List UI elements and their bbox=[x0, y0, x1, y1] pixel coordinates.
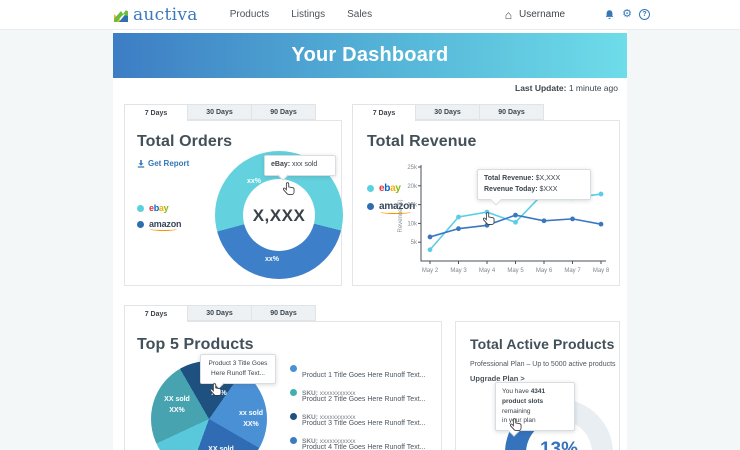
product-sku: SKU: xxxxxxxxxxx bbox=[302, 414, 356, 421]
hand-cursor bbox=[483, 212, 495, 225]
amazon-legend-label: amazon bbox=[379, 201, 416, 214]
revenue-legend-ebay[interactable]: ebay bbox=[367, 183, 401, 194]
orders-tab-7days[interactable]: 7 Days bbox=[124, 104, 188, 121]
products-tab-7days[interactable]: 7 Days bbox=[124, 305, 188, 322]
revenue-tab-bar: 7 Days 30 Days 90 Days bbox=[352, 104, 544, 121]
auctiva-logo[interactable]: auctiva bbox=[113, 5, 198, 25]
orders-center-value: X,XXX bbox=[252, 206, 306, 225]
svg-text:May 2: May 2 bbox=[422, 268, 439, 274]
ebay-legend-dot bbox=[137, 204, 144, 212]
pie-teal-label: XX sold XX% bbox=[164, 396, 190, 414]
product-sku: SKU: xxxxxxxxxxx bbox=[302, 438, 356, 445]
products-tooltip: Product 3 Title Goes Here Runoff Text... bbox=[200, 354, 276, 384]
product-legend-item-1[interactable]: Product 1 Title Goes Here Runoff Text...… bbox=[290, 364, 435, 400]
hand-cursor bbox=[210, 383, 222, 396]
top-nav-bar: auctiva Products Listings Sales ⌂ Userna… bbox=[0, 0, 740, 30]
hand-cursor bbox=[510, 418, 522, 431]
amazon-legend-dot bbox=[137, 220, 144, 228]
get-report-label: Get Report bbox=[148, 159, 190, 168]
revenue-title: Total Revenue bbox=[367, 133, 477, 150]
svg-text:25k: 25k bbox=[407, 165, 418, 171]
orders-legend-ebay[interactable]: ebay bbox=[137, 203, 169, 213]
legend-dot bbox=[290, 365, 297, 372]
orders-tab-bar: 7 Days 30 Days 90 Days bbox=[124, 104, 316, 121]
legend-dot bbox=[290, 437, 297, 444]
main-nav: Products Listings Sales bbox=[230, 9, 372, 20]
nav-item-listings[interactable]: Listings bbox=[291, 9, 326, 20]
svg-text:May 7: May 7 bbox=[564, 268, 581, 274]
top-products-panel: Top 5 Products XX sold XX% XX sold XX% xx … bbox=[124, 321, 442, 450]
product-legend-item-4[interactable]: Product 4 Title Goes Here Runoff Text...… bbox=[290, 436, 435, 450]
last-update-label: Last Update: bbox=[515, 83, 567, 93]
home-icon[interactable]: ⌂ bbox=[504, 7, 512, 22]
orders-tab-30days[interactable]: 30 Days bbox=[188, 104, 252, 120]
amazon-legend-dot bbox=[367, 203, 374, 210]
svg-text:May 6: May 6 bbox=[536, 268, 553, 274]
username-menu[interactable]: Username bbox=[518, 9, 566, 20]
products-tab-30days[interactable]: 30 Days bbox=[188, 305, 252, 321]
last-update: Last Update: 1 minute ago bbox=[113, 83, 618, 93]
svg-text:May 4: May 4 bbox=[479, 268, 496, 274]
revenue-legend-amazon[interactable]: amazon bbox=[367, 201, 416, 214]
pie-blue-label: xx sold XX% bbox=[238, 410, 264, 428]
svg-text:May 5: May 5 bbox=[507, 268, 524, 274]
product-legend-item-2[interactable]: Product 2 Title Goes Here Runoff Text...… bbox=[290, 388, 435, 424]
orders-ebay-segment-label: xx% bbox=[246, 178, 261, 185]
ebay-legend-label: ebay bbox=[379, 183, 401, 194]
products-title: Top 5 Products bbox=[137, 336, 254, 353]
orders-legend-amazon[interactable]: amazon bbox=[137, 219, 182, 231]
orders-title: Total Orders bbox=[137, 133, 233, 150]
revenue-tab-30days[interactable]: 30 Days bbox=[416, 104, 480, 120]
gauge-center-value: 13% bbox=[539, 439, 579, 450]
page-title: Your Dashboard bbox=[291, 44, 449, 66]
get-report-link[interactable]: Get Report bbox=[137, 159, 189, 168]
revenue-tab-7days[interactable]: 7 Days bbox=[352, 104, 416, 121]
pie-bottom-label: XX sold bbox=[208, 446, 234, 450]
nav-item-sales[interactable]: Sales bbox=[347, 9, 373, 20]
nav-item-products[interactable]: Products bbox=[229, 9, 270, 20]
svg-text:15k: 15k bbox=[407, 203, 418, 209]
svg-text:10k: 10k bbox=[407, 221, 418, 227]
orders-tab-90days[interactable]: 90 Days bbox=[252, 104, 316, 120]
plan-description: Professional Plan – Up to 5000 active pr… bbox=[470, 361, 616, 368]
product-sku: SKU: xxxxxxxxxxx bbox=[302, 390, 356, 397]
upgrade-plan-link[interactable]: Upgrade Plan > bbox=[470, 374, 525, 383]
dashboard-banner: Your Dashboard bbox=[113, 33, 627, 78]
revenue-tooltip: Total Revenue: $X,XXX Revenue Today: $XX… bbox=[477, 169, 591, 200]
orders-amazon-segment-label: xx% bbox=[264, 256, 279, 263]
gear-icon[interactable]: ⚙ bbox=[622, 8, 632, 20]
active-products-panel: Total Active Products Professional Plan … bbox=[455, 321, 620, 450]
revenue-tab-90days[interactable]: 90 Days bbox=[480, 104, 544, 120]
total-orders-panel: Total Orders Get Report ebay amazon xx% … bbox=[124, 120, 343, 286]
svg-text:5k: 5k bbox=[411, 240, 418, 246]
product-legend-item-3[interactable]: Product 3 Title Goes Here Runoff Text...… bbox=[290, 412, 435, 448]
ebay-legend-dot bbox=[367, 185, 374, 192]
active-title: Total Active Products bbox=[470, 336, 615, 352]
brand-wordmark: auctiva bbox=[133, 4, 198, 25]
auctiva-logo-icon bbox=[114, 9, 128, 22]
legend-dot bbox=[290, 389, 297, 396]
hand-cursor bbox=[283, 182, 295, 195]
download-icon bbox=[137, 159, 145, 168]
orders-tooltip: eBay: xxx sold bbox=[264, 155, 336, 176]
help-icon[interactable]: ? bbox=[639, 9, 650, 20]
svg-text:20k: 20k bbox=[407, 184, 418, 190]
orders-donut-hole bbox=[243, 179, 315, 251]
active-tooltip: You have 4341 product slots remaining in… bbox=[495, 382, 575, 431]
topbar-right: ⌂ Username ⚙ ? bbox=[505, 9, 650, 21]
last-update-value: 1 minute ago bbox=[566, 83, 618, 93]
legend-dot bbox=[290, 413, 297, 420]
bell-icon[interactable] bbox=[604, 9, 615, 21]
products-tab-bar: 7 Days 30 Days 90 Days bbox=[124, 305, 316, 322]
svg-text:May 8: May 8 bbox=[593, 268, 610, 274]
total-revenue-panel: Total Revenue ebay amazon Revenue ($) 5k… bbox=[352, 120, 620, 286]
ebay-legend-label: ebay bbox=[149, 203, 169, 213]
products-tab-90days[interactable]: 90 Days bbox=[252, 305, 316, 321]
amazon-legend-label: amazon bbox=[149, 219, 182, 231]
svg-text:May 3: May 3 bbox=[450, 268, 467, 274]
